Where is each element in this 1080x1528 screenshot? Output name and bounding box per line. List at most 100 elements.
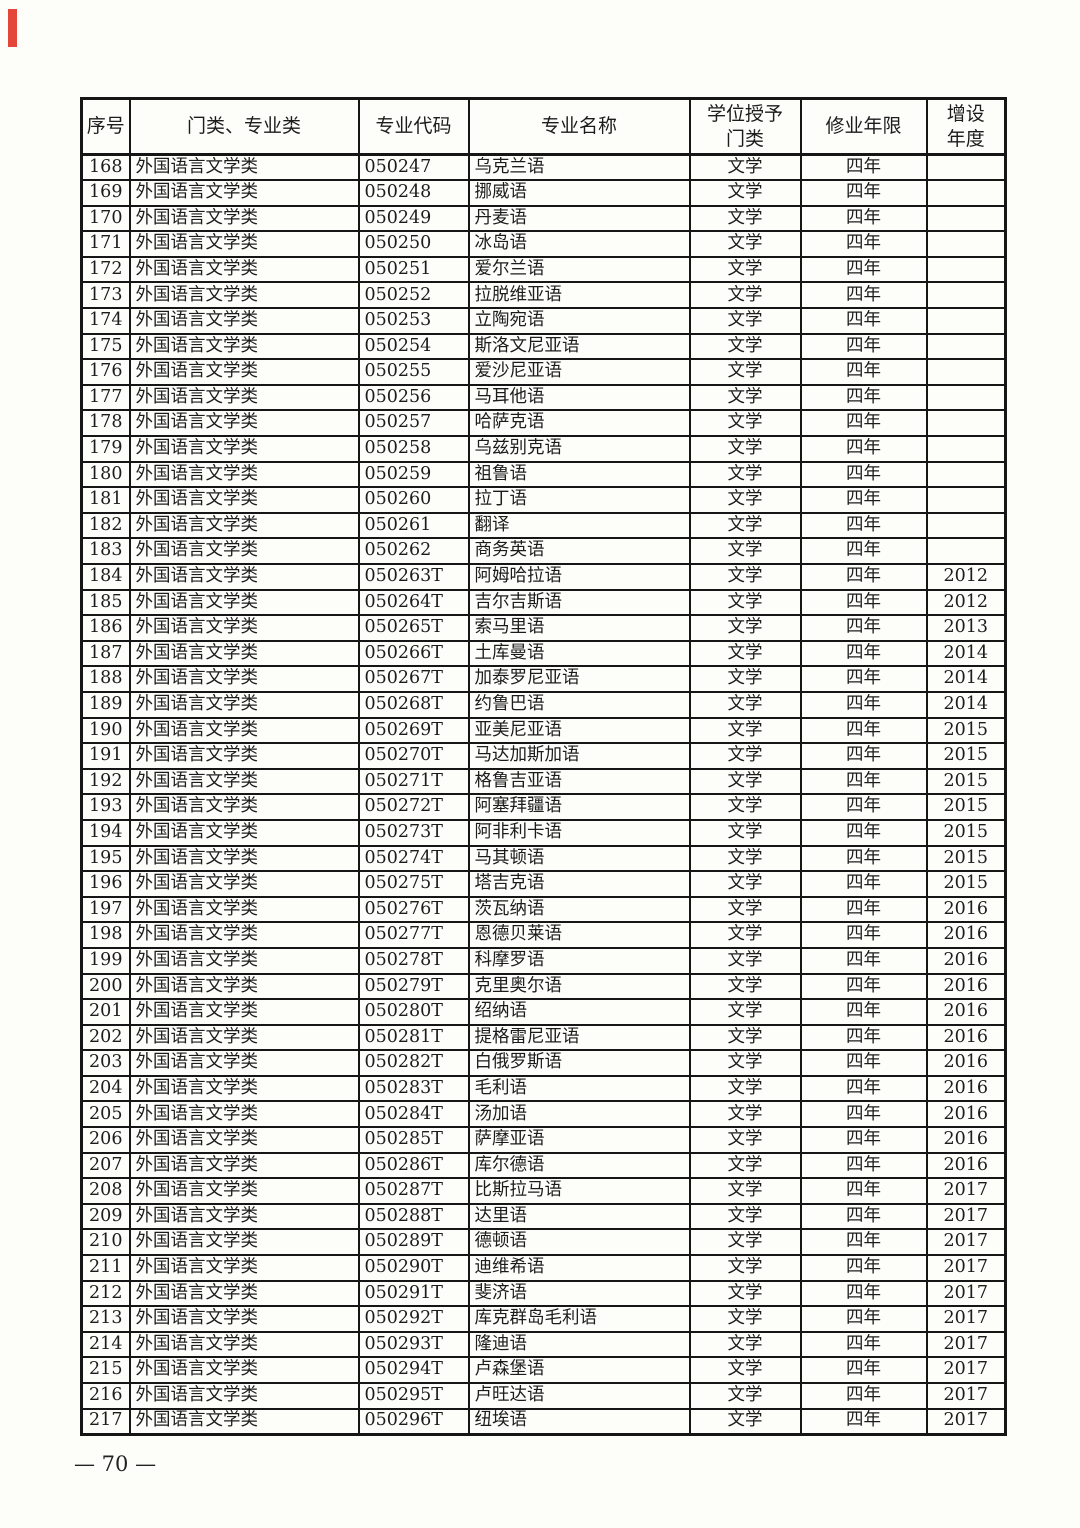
serial-cell: 168 (80, 153, 131, 182)
degree-cell: 文学 (688, 1407, 802, 1436)
degree-cell: 文学 (688, 946, 802, 975)
code-cell: 050264T (357, 588, 470, 617)
table-row: 170 外国语言文学类 050249 丹麦语 文学 四年 (80, 204, 1007, 233)
serial-cell: 181 (80, 486, 131, 514)
degree-cell: 文学 (688, 844, 802, 873)
duration-cell: 四年 (799, 1305, 928, 1333)
table-row: 208 外国语言文学类 050287T 比斯拉马语 文学 四年 2017 (80, 1177, 1007, 1205)
duration-cell: 四年 (799, 332, 928, 361)
duration-cell: 四年 (799, 1228, 928, 1257)
category-cell: 外国语言文学类 (128, 255, 360, 284)
table-row: 176 外国语言文学类 050255 爱沙尼亚语 文学 四年 (80, 358, 1007, 386)
degree-cell: 文学 (688, 921, 802, 949)
table-row: 214 外国语言文学类 050293T 隆迪语 文学 四年 2017 (80, 1330, 1007, 1359)
degree-cell: 文学 (688, 614, 802, 642)
name-cell: 爱尔兰语 (467, 255, 691, 284)
table-row: 216 外国语言文学类 050295T 卢旺达语 文学 四年 2017 (80, 1382, 1007, 1410)
code-cell: 050296T (357, 1407, 470, 1436)
name-cell: 萨摩亚语 (467, 1126, 691, 1154)
code-cell: 050259 (357, 460, 470, 489)
degree-cell: 文学 (688, 435, 802, 463)
duration-cell: 四年 (799, 1202, 928, 1231)
serial-cell: 205 (80, 1100, 131, 1129)
name-cell: 爱沙尼亚语 (467, 358, 691, 386)
name-cell: 约鲁巴语 (467, 690, 691, 719)
duration-cell: 四年 (799, 409, 928, 438)
degree-cell: 文学 (688, 1151, 802, 1180)
duration-cell: 四年 (799, 1074, 928, 1103)
table-row: 178 外国语言文学类 050257 哈萨克语 文学 四年 (80, 409, 1007, 438)
serial-cell: 207 (80, 1151, 131, 1180)
name-cell: 汤加语 (467, 1100, 691, 1129)
category-cell: 外国语言文学类 (128, 537, 360, 565)
serial-cell: 172 (80, 255, 131, 284)
duration-cell: 四年 (799, 1049, 928, 1077)
serial-cell: 217 (80, 1407, 131, 1436)
table-row: 203 外国语言文学类 050282T 白俄罗斯语 文学 四年 2016 (80, 1049, 1007, 1077)
year-cell (925, 255, 1007, 284)
duration-cell: 四年 (799, 1177, 928, 1205)
serial-cell: 183 (80, 537, 131, 565)
duration-cell: 四年 (799, 511, 928, 540)
degree-cell: 文学 (688, 230, 802, 258)
year-cell: 2015 (925, 716, 1007, 745)
name-cell: 白俄罗斯语 (467, 1049, 691, 1077)
degree-cell: 文学 (688, 1049, 802, 1077)
year-cell (925, 281, 1007, 310)
degree-cell: 文学 (688, 1023, 802, 1052)
code-cell: 050271T (357, 767, 470, 796)
degree-cell: 文学 (688, 281, 802, 310)
category-cell: 外国语言文学类 (128, 1177, 360, 1205)
duration-cell: 四年 (799, 793, 928, 821)
degree-cell: 文学 (688, 255, 802, 284)
year-cell (925, 230, 1007, 258)
degree-cell: 文学 (688, 409, 802, 438)
code-cell: 050270T (357, 742, 470, 770)
serial-cell: 182 (80, 511, 131, 540)
table-row: 209 外国语言文学类 050288T 达里语 文学 四年 2017 (80, 1202, 1007, 1231)
serial-cell: 200 (80, 972, 131, 1001)
code-cell: 050292T (357, 1305, 470, 1333)
serial-cell: 198 (80, 921, 131, 949)
degree-cell: 文学 (688, 818, 802, 847)
table-row: 206 外国语言文学类 050285T 萨摩亚语 文学 四年 2016 (80, 1126, 1007, 1154)
name-cell: 拉脱维亚语 (467, 281, 691, 310)
category-cell: 外国语言文学类 (128, 1023, 360, 1052)
category-cell: 外国语言文学类 (128, 665, 360, 693)
name-cell: 土库曼语 (467, 639, 691, 668)
year-cell: 2016 (925, 1023, 1007, 1052)
year-cell: 2015 (925, 793, 1007, 821)
year-cell: 2017 (925, 1305, 1007, 1333)
table-row: 173 外国语言文学类 050252 拉脱维亚语 文学 四年 (80, 281, 1007, 310)
name-cell: 比斯拉马语 (467, 1177, 691, 1205)
name-cell: 商务英语 (467, 537, 691, 565)
degree-cell: 文学 (688, 793, 802, 821)
duration-cell: 四年 (799, 537, 928, 565)
table-row: 200 外国语言文学类 050279T 克里奥尔语 文学 四年 2016 (80, 972, 1007, 1001)
degree-cell: 文学 (688, 1228, 802, 1257)
category-cell: 外国语言文学类 (128, 972, 360, 1001)
serial-cell: 174 (80, 307, 131, 335)
code-cell: 050293T (357, 1330, 470, 1359)
name-cell: 斐济语 (467, 1279, 691, 1308)
serial-cell: 179 (80, 435, 131, 463)
table-row: 186 外国语言文学类 050265T 索马里语 文学 四年 2013 (80, 614, 1007, 642)
degree-cell: 文学 (688, 1356, 802, 1384)
category-cell: 外国语言文学类 (128, 895, 360, 924)
serial-cell: 209 (80, 1202, 131, 1231)
table-row: 190 外国语言文学类 050269T 亚美尼亚语 文学 四年 2015 (80, 716, 1007, 745)
code-cell: 050248 (357, 179, 470, 207)
code-cell: 050268T (357, 690, 470, 719)
serial-cell: 188 (80, 665, 131, 693)
category-cell: 外国语言文学类 (128, 486, 360, 514)
degree-cell: 文学 (688, 870, 802, 898)
code-cell: 050247 (357, 153, 470, 182)
degree-cell: 文学 (688, 332, 802, 361)
code-cell: 050284T (357, 1100, 470, 1129)
duration-cell: 四年 (799, 358, 928, 386)
table-row: 193 外国语言文学类 050272T 阿塞拜疆语 文学 四年 2015 (80, 793, 1007, 821)
category-cell: 外国语言文学类 (128, 998, 360, 1026)
year-cell: 2017 (925, 1177, 1007, 1205)
name-cell: 毛利语 (467, 1074, 691, 1103)
code-cell: 050257 (357, 409, 470, 438)
